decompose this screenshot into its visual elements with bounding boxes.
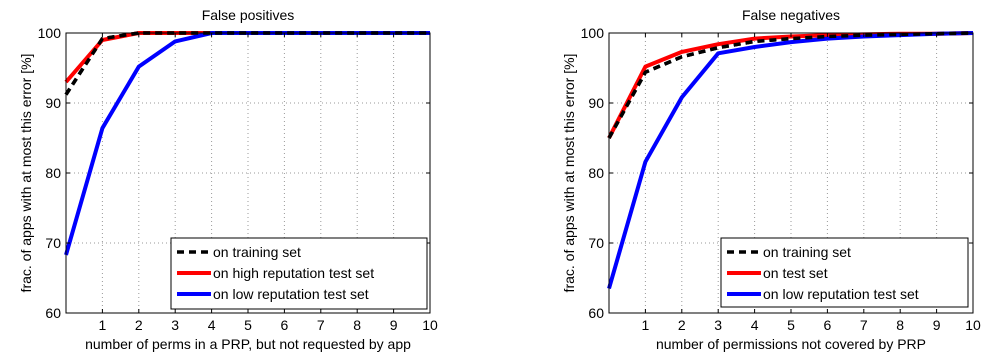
- legend-label-1: on training set: [763, 244, 851, 260]
- x-tick-label: 6: [281, 317, 289, 333]
- x-tick-label: 10: [965, 317, 981, 333]
- y-axis-label: frac. of apps with at most this error [%…: [561, 54, 577, 293]
- legend-label-3: on low reputation test set: [763, 286, 919, 302]
- y-tick-label: 60: [588, 305, 604, 321]
- x-tick-label: 6: [824, 317, 832, 333]
- y-tick-label: 90: [45, 95, 61, 111]
- x-tick-label: 8: [353, 317, 361, 333]
- x-tick-label: 4: [208, 317, 216, 333]
- legend-box: [720, 237, 969, 308]
- y-tick-label: 90: [588, 95, 604, 111]
- x-axis-label: number of permissions not covered by PRP: [656, 336, 926, 352]
- chart-2: 1 2 3 4 5 6 7 8 9 10 60 70 80 90 100 False negatives num…: [561, 7, 981, 352]
- y-tick-label: 80: [588, 165, 604, 181]
- x-tick-label: 3: [714, 317, 722, 333]
- x-axis-label: number of perms in a PRP, but not reques…: [85, 336, 411, 352]
- legend-label-3: on low reputation test set: [213, 286, 369, 302]
- x-tick-label: 10: [422, 317, 438, 333]
- y-tick-label: 100: [38, 25, 62, 41]
- x-tick-label: 9: [933, 317, 941, 333]
- x-tick-label: 1: [99, 317, 107, 333]
- x-tick-label: 7: [317, 317, 325, 333]
- chart-title: False positives: [202, 7, 295, 23]
- legend-label-2: on test set: [763, 265, 828, 281]
- y-tick-label: 80: [45, 165, 61, 181]
- chart-1: 1 2 3 4 5 6 7 8 9 10 60 70 80 90 100 False positives num…: [18, 7, 438, 352]
- y-tick-label: 70: [45, 235, 61, 251]
- legend-box: [170, 237, 428, 310]
- x-tick-label: 2: [678, 317, 686, 333]
- series-line-1-overlay: [607, 31, 974, 139]
- x-tick-label: 3: [171, 317, 179, 333]
- x-tick-label: 8: [896, 317, 904, 333]
- y-tick-label: 100: [581, 25, 605, 41]
- x-tick-label: 1: [642, 317, 650, 333]
- x-tick-label: 4: [751, 317, 759, 333]
- x-tick-label: 5: [244, 317, 252, 333]
- y-tick-label: 70: [588, 235, 604, 251]
- chart-title: False negatives: [742, 7, 840, 23]
- legend: on training set on high reputation test s…: [170, 237, 428, 310]
- legend-label-2: on high reputation test set: [213, 265, 374, 281]
- x-tick-label: 7: [860, 317, 868, 333]
- series-line-3: [607, 31, 974, 290]
- y-tick-label: 60: [45, 305, 61, 321]
- y-axis-label: frac. of apps with at most this error [%…: [18, 54, 34, 293]
- legend: on training set on test set on low reputat…: [720, 237, 969, 308]
- x-tick-label: 2: [135, 317, 143, 333]
- x-tick-label: 5: [787, 317, 795, 333]
- legend-label-1: on training set: [213, 244, 301, 260]
- x-tick-label: 9: [390, 317, 398, 333]
